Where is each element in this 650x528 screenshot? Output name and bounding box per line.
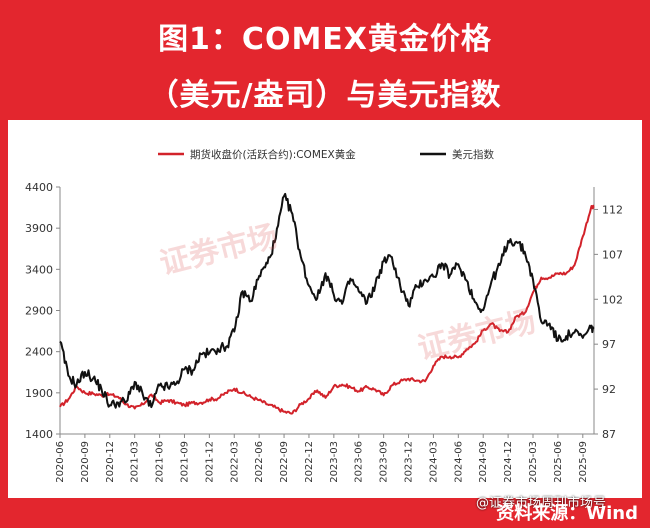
x-tick-label: 2023-09 [379, 441, 390, 483]
left-tick-label: 1900 [25, 387, 53, 400]
x-tick-label: 2024-06 [453, 441, 464, 483]
x-tick-label: 2021-09 [179, 441, 190, 483]
right-tick-label: 97 [602, 338, 616, 351]
source-text: 资料来源：Wind [496, 503, 638, 524]
legend-usd-label: 美元指数 [452, 148, 494, 161]
x-tick-label: 2020-12 [105, 441, 116, 483]
x-tick-label: 2020-09 [80, 441, 91, 483]
x-tick-label: 2024-12 [503, 441, 514, 483]
x-tick-label: 2023-06 [354, 441, 365, 483]
x-tick-label: 2022-12 [304, 441, 315, 483]
x-tick-label: 2022-03 [229, 441, 240, 483]
title-line-1: 图1：COMEX黄金价格 [158, 22, 492, 57]
x-tick-label: 2021-12 [204, 441, 215, 483]
x-tick-label: 2021-03 [130, 441, 141, 483]
left-tick-label: 3400 [25, 263, 53, 276]
series-line-usd-index [59, 192, 595, 409]
x-tick-label: 2025-09 [578, 441, 589, 483]
x-tick-label: 2025-03 [528, 441, 539, 483]
x-tick-label: 2022-06 [254, 441, 265, 483]
chart-svg: 1400 1900 2400 2900 3400 3900 4400 87 92 97 102 107… [25, 148, 623, 483]
series-line-comex-gold [59, 204, 595, 415]
x-tick-label: 2024-09 [478, 441, 489, 483]
right-tick-label: 102 [602, 293, 623, 306]
right-tick-label: 87 [602, 428, 616, 441]
title-line-2: （美元/盎司）与美元指数 [148, 78, 502, 113]
left-tick-label: 2900 [25, 305, 53, 318]
x-tick-label: 2025-06 [553, 441, 564, 483]
left-tick-label: 4400 [25, 181, 53, 194]
left-tick-label: 2400 [25, 346, 53, 359]
left-tick-label: 3900 [25, 222, 53, 235]
x-tick-label: 2022-09 [279, 441, 290, 483]
x-tick-label: 2023-12 [404, 441, 415, 483]
x-tick-label: 2020-06 [55, 441, 66, 483]
chart-panel: 1400 1900 2400 2900 3400 3900 4400 87 92 97 102 107… [8, 120, 642, 498]
credit-text: @证券市场周刊市场号 [476, 496, 607, 511]
left-tick-label: 1400 [25, 428, 53, 441]
x-tick-label: 2021-06 [155, 441, 166, 483]
x-tick-label: 2023-03 [329, 441, 340, 483]
right-tick-label: 112 [602, 203, 623, 216]
right-tick-label: 92 [602, 383, 616, 396]
x-tick-label: 2024-03 [428, 441, 439, 483]
right-tick-label: 107 [602, 248, 623, 261]
legend-gold-label: 期货收盘价(活跃合约):COMEX黄金 [190, 148, 356, 161]
